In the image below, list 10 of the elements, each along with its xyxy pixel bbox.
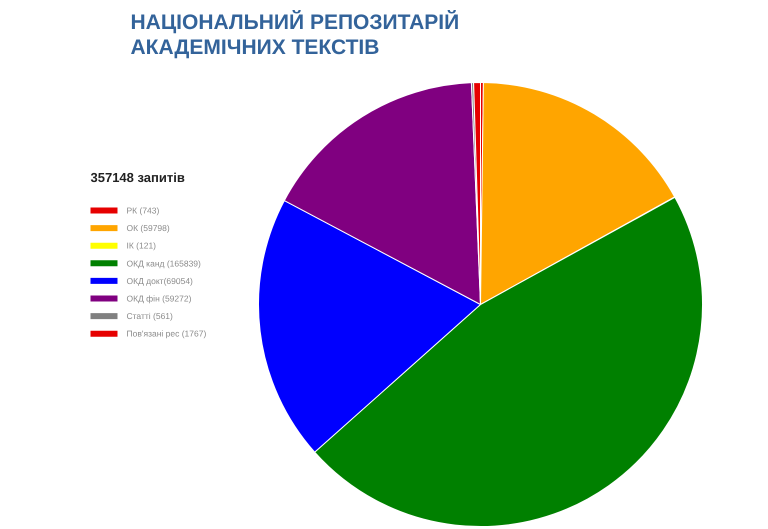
legend-label: ОКД фін (59272) xyxy=(126,294,192,304)
legend-title: 357148 запитів xyxy=(90,170,185,185)
legend-label: ОК (59798) xyxy=(126,223,170,234)
legend-label: Пов'язані рес (1767) xyxy=(126,328,206,339)
chart-title: НАЦІОНАЛЬНИЙ РЕПОЗИТАРІЙ АКАДЕМІЧНИХ ТЕКСТІВ xyxy=(130,9,460,59)
legend-label: ОКД канд (165839) xyxy=(126,258,202,268)
legend-label: ОКД докт(69054) xyxy=(126,276,194,286)
legend-label: ІК (121) xyxy=(126,240,156,251)
legend-label: РК (743) xyxy=(126,206,160,216)
legend-label: Статті (561) xyxy=(126,311,174,322)
